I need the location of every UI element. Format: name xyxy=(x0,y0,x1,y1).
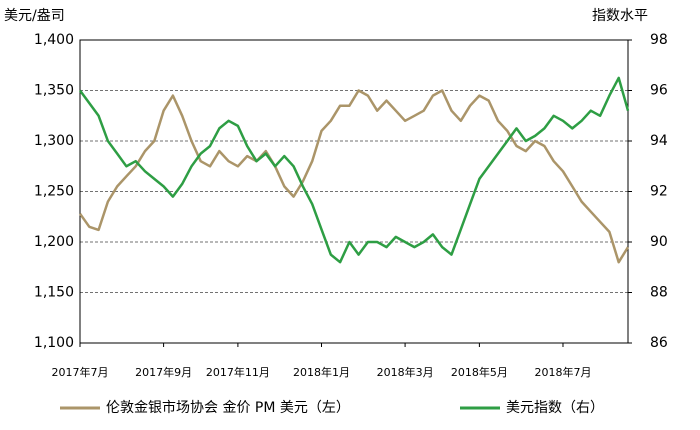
y2-tick-label: 88 xyxy=(650,285,668,301)
y2-tick-label: 92 xyxy=(650,184,668,200)
x-tick-label: 2018年7月 xyxy=(534,365,591,379)
y2-tick-label: 86 xyxy=(650,335,668,351)
x-tick-label: 2017年7月 xyxy=(52,365,109,379)
x-tick-label: 2018年1月 xyxy=(293,365,350,379)
y-axis-title: 美元/盎司 xyxy=(4,8,65,24)
x-tick-label: 2017年9月 xyxy=(135,365,192,379)
y-tick-label: 1,200 xyxy=(34,234,74,250)
series-line xyxy=(78,76,630,264)
y2-tick-label: 96 xyxy=(650,83,668,99)
plot-frame xyxy=(79,39,629,344)
y2-tick-label: 98 xyxy=(650,32,668,48)
x-tick-label: 2017年11月 xyxy=(206,365,270,379)
y-tick-label: 1,250 xyxy=(34,184,74,200)
y-tick-label: 1,150 xyxy=(34,285,74,301)
legend-label: 伦敦金银市场协会 金价 PM 美元（左） xyxy=(106,399,350,416)
y-tick-label: 1,400 xyxy=(34,32,74,48)
y2-tick-label: 90 xyxy=(650,234,668,250)
y2-tick-label: 94 xyxy=(650,133,668,149)
x-tick-label: 2018年5月 xyxy=(451,365,508,379)
legend-label: 美元指数（右） xyxy=(506,400,604,416)
y-tick-label: 1,350 xyxy=(34,83,74,99)
x-tick-label: 2018年3月 xyxy=(377,365,434,379)
y-tick-label: 1,100 xyxy=(34,335,74,351)
y-tick-label: 1,300 xyxy=(34,133,74,149)
series-line xyxy=(78,89,630,264)
y2-axis-title: 指数水平 xyxy=(592,8,648,24)
